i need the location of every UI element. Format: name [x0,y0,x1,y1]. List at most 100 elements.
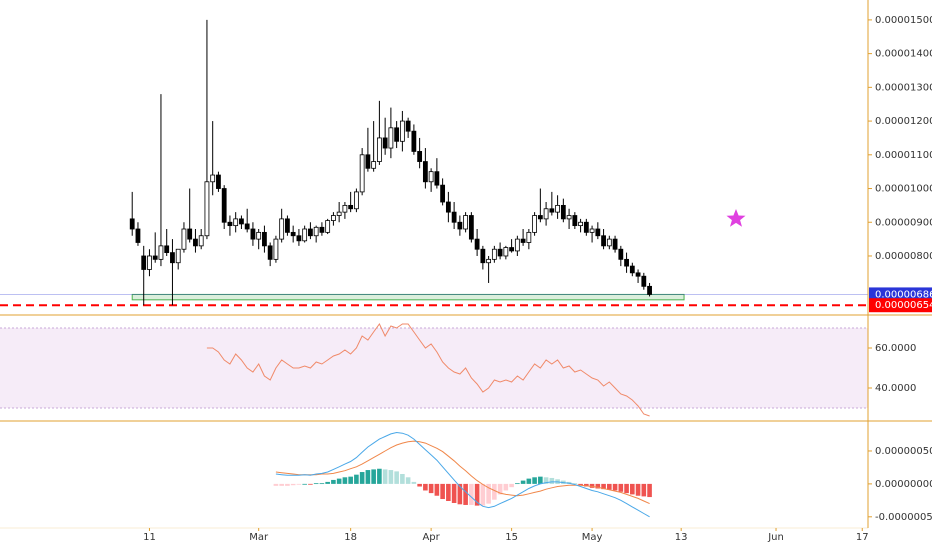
candle-body [601,235,606,247]
candle-body [549,208,555,213]
macd-histogram-bar [365,470,371,484]
candle-body [543,208,549,220]
candle-body [193,238,198,247]
candle-body [388,127,394,149]
candle-body [399,120,405,142]
macd-histogram-bar [417,483,422,487]
macd-histogram-bar [359,472,365,484]
candle-body [647,285,652,295]
candle-body [325,220,331,233]
candle-body [428,171,434,183]
macd-histogram-bar [630,483,635,495]
y-tick-label: 40.0000 [875,383,916,394]
candle-body [129,218,135,230]
candle-body [618,248,624,260]
y-tick-label: -0.00000050 [875,512,932,523]
macd-histogram-bar [377,468,382,484]
candle-body [635,272,641,277]
macd-histogram-bar [382,469,388,484]
macd-histogram-bar [503,483,509,491]
candle-body [566,215,572,220]
macd-histogram-bar [497,483,503,495]
macd-histogram-bar [635,483,641,496]
macd-histogram-bar [457,483,463,505]
candle-body [520,238,526,243]
candle-body [348,204,354,210]
x-tick-label: 18 [344,532,357,543]
candle-body [440,184,446,203]
candle-body [457,221,463,230]
candle-body [532,215,537,233]
macd-histogram-bar [515,483,520,485]
candle-body [417,151,423,162]
price-label: 0.00000686 [875,289,932,300]
y-tick-label: 0.00001300 [875,82,932,93]
macd-histogram-bar [601,483,606,490]
candle-body [256,231,262,240]
candle-body [342,204,348,213]
candle-body [296,235,302,242]
candle-body [463,215,469,230]
macd-histogram-bar [319,483,325,485]
macd-histogram-bar [474,483,480,506]
macd-histogram-bar [446,483,451,502]
candle-body [376,137,382,162]
macd-histogram-bar [509,483,514,488]
macd-histogram-bar [411,481,417,484]
candle-body [302,228,308,242]
macd-histogram-bar [331,479,336,484]
macd-histogram-bar [578,483,583,486]
candle-body [486,258,492,264]
y-tick-label: 60.0000 [875,343,916,354]
macd-histogram-bar [405,477,411,484]
y-tick-label: 0.00001400 [875,49,932,60]
price-label: 0.00000654 [875,300,932,311]
macd-histogram-bar [543,477,549,484]
candle-body [313,226,319,237]
candle-body [445,201,451,213]
macd-histogram-bar [348,476,353,484]
macd-histogram-bar [618,483,624,492]
candle-body [434,171,440,186]
macd-histogram-bar [279,483,284,486]
candle-body [308,228,313,237]
macd-histogram-bar [486,483,491,504]
candle-body [371,161,377,169]
x-tick-label: Mar [249,532,269,543]
candle-body [422,161,428,183]
candle-body [474,238,480,250]
candle-body [382,137,388,149]
macd-histogram-bar [325,481,330,484]
signal-line [275,440,650,505]
candle-body [629,265,635,274]
macd-histogram-bar [451,483,457,503]
macd-histogram-bar [302,483,307,485]
macd-histogram-bar [589,483,595,488]
macd-histogram-bar [388,470,394,484]
candle-body [250,228,256,240]
candle-body [572,215,578,227]
x-tick-label: 13 [675,532,688,543]
macd-histogram-bar [538,476,543,484]
candle-body [336,211,342,216]
macd-histogram-bar [440,483,445,500]
candle-body [468,215,474,240]
candle-body [141,255,147,270]
candle-body [641,275,647,287]
candle-body [405,120,411,132]
candle-body [606,238,612,247]
rsi-band [0,328,868,408]
macd-histogram-bar [371,469,376,484]
candle-body [152,255,158,260]
x-tick-label: Apr [422,532,440,543]
x-tick-label: Jun [767,532,784,543]
candle-body [244,223,250,230]
candle-body [187,228,193,240]
candle-body [578,221,583,227]
macd-histogram-bar [285,483,290,486]
macd-histogram-bar [394,471,399,484]
star-marker[interactable] [726,209,746,227]
candle-body [503,247,509,257]
